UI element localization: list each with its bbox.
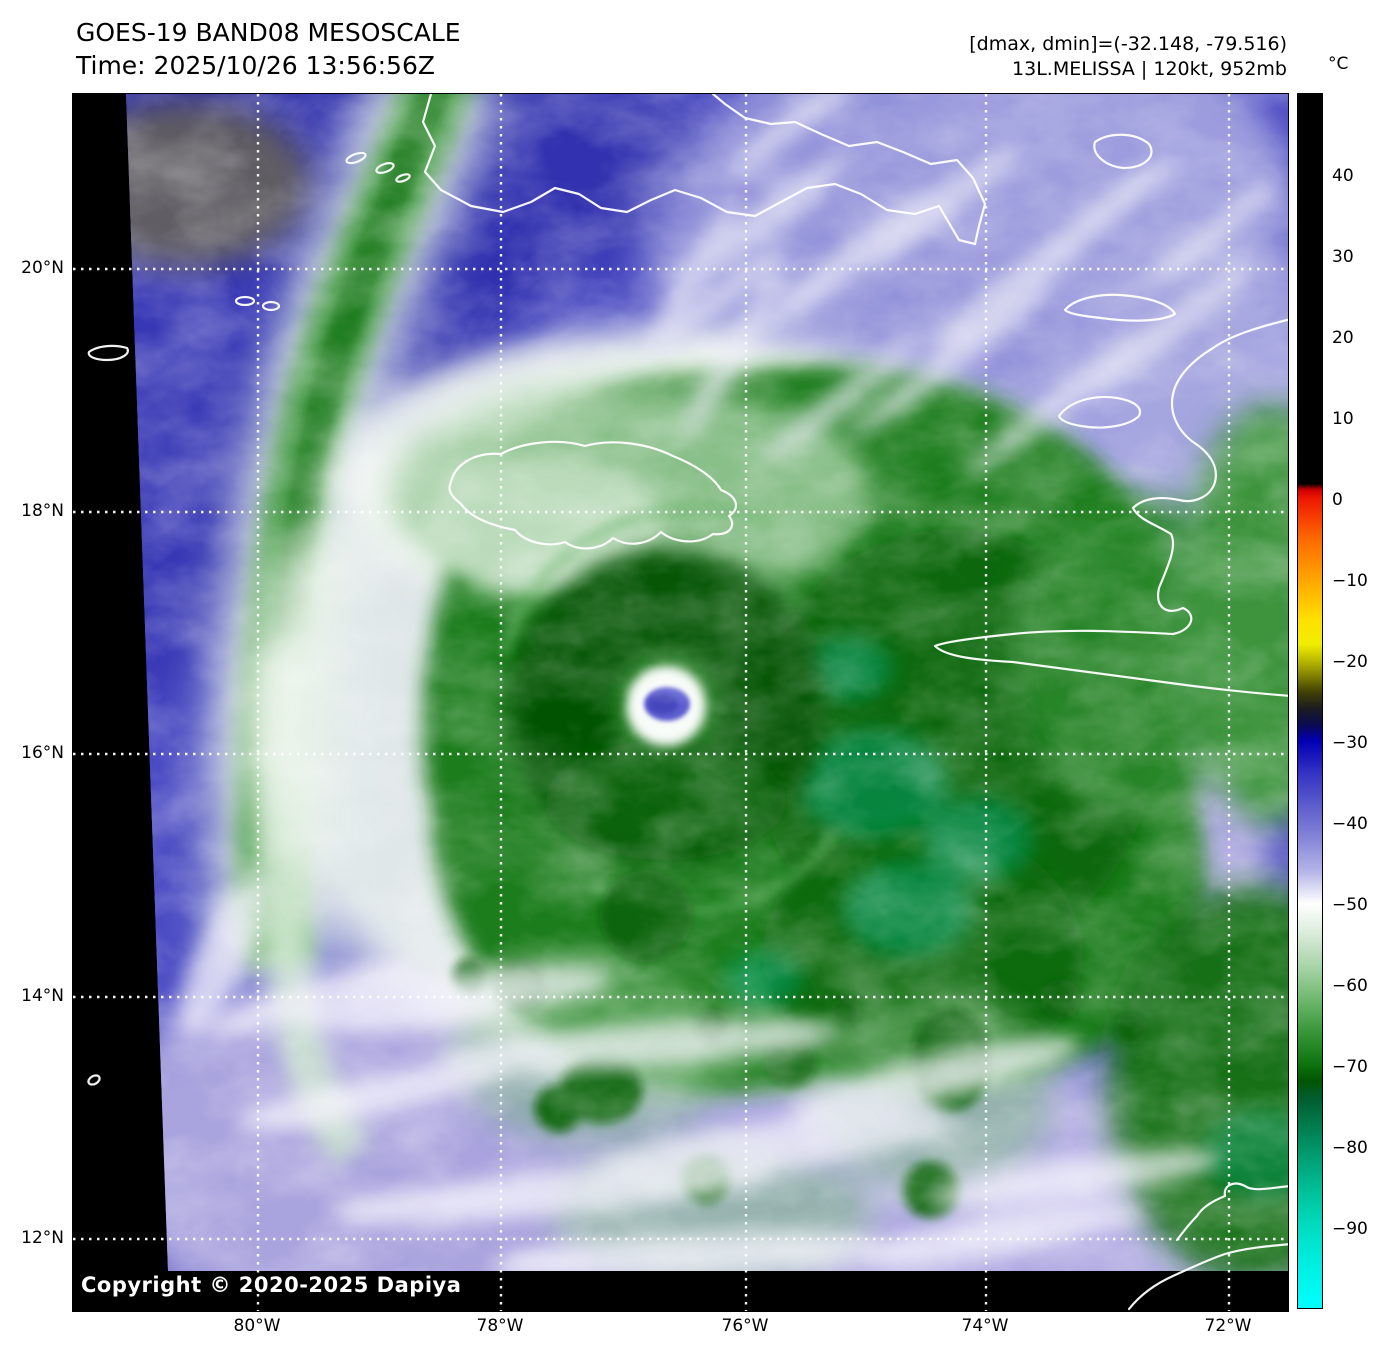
coastlines [87,92,1293,1311]
product-time: Time: 2025/10/26 13:56:56Z [76,51,435,80]
coastline-cayman-islands [87,295,281,362]
product-title: GOES-19 BAND08 MESOSCALE [76,18,461,47]
coastline-cuba-north [711,92,987,246]
cbar-tick-m60: −60 [1332,976,1368,996]
coastline-gonave-island [1057,395,1142,429]
cbar-tick-m70: −70 [1332,1057,1368,1077]
lat-tick-20n: 20°N [21,258,64,278]
info-block: [dmax, dmin]=(-32.148, -79.516) 13L.MELI… [969,32,1287,82]
cbar-tick-20: 20 [1332,328,1354,348]
coastline-inagua-island [1093,133,1153,170]
lon-tick-76w: 76°W [721,1316,769,1336]
coastline-jamaica [448,440,738,550]
colorbar-gradient [1297,93,1323,1309]
lon-tick-72w: 72°W [1204,1316,1252,1336]
map-area: Copyright © 2020-2025 Dapiya [72,92,1293,1312]
cbar-tick-m30: −30 [1332,733,1368,753]
cbar-tick-m10: −10 [1332,571,1368,591]
coastline-cuba-south [421,92,977,246]
satellite-image [73,92,1293,1311]
cbar-tick-0: 0 [1332,490,1343,510]
cbar-tick-m90: −90 [1332,1219,1368,1239]
coastline-hispaniola [933,317,1293,698]
satellite-data [126,94,1288,1271]
lat-tick-12n: 12°N [21,1228,64,1248]
cbar-tick-m50: −50 [1332,895,1368,915]
dmax-dmin-readout: [dmax, dmin]=(-32.148, -79.516) [969,33,1287,55]
lat-tick-18n: 18°N [21,501,64,521]
coastline-cuban-cays [345,151,411,183]
lat-tick-14n: 14°N [21,986,64,1006]
coastline-tortuga-island [1063,293,1177,322]
coastline-south-america [1127,1242,1293,1311]
lon-tick-74w: 74°W [961,1316,1009,1336]
lon-tick-80w: 80°W [233,1316,281,1336]
cbar-tick-10: 10 [1332,409,1354,429]
cbar-tick-30: 30 [1332,247,1354,267]
colorbar-unit-label: °C [1328,54,1349,74]
copyright-label: Copyright © 2020-2025 Dapiya [81,1273,462,1297]
storm-readout: 13L.MELISSA | 120kt, 952mb [1012,58,1287,80]
graticule [73,94,1288,1311]
lat-tick-16n: 16°N [21,743,64,763]
lon-tick-78w: 78°W [476,1316,524,1336]
header-block: GOES-19 BAND08 MESOSCALE Time: 2025/10/2… [76,16,461,82]
cbar-tick-m20: −20 [1332,652,1368,672]
cbar-tick-m40: −40 [1332,814,1368,834]
cbar-tick-m80: −80 [1332,1138,1368,1158]
cbar-tick-40: 40 [1332,166,1354,186]
coastline-providencia-island [87,1074,101,1086]
coastline-guajira-peninsula [1175,1182,1293,1242]
